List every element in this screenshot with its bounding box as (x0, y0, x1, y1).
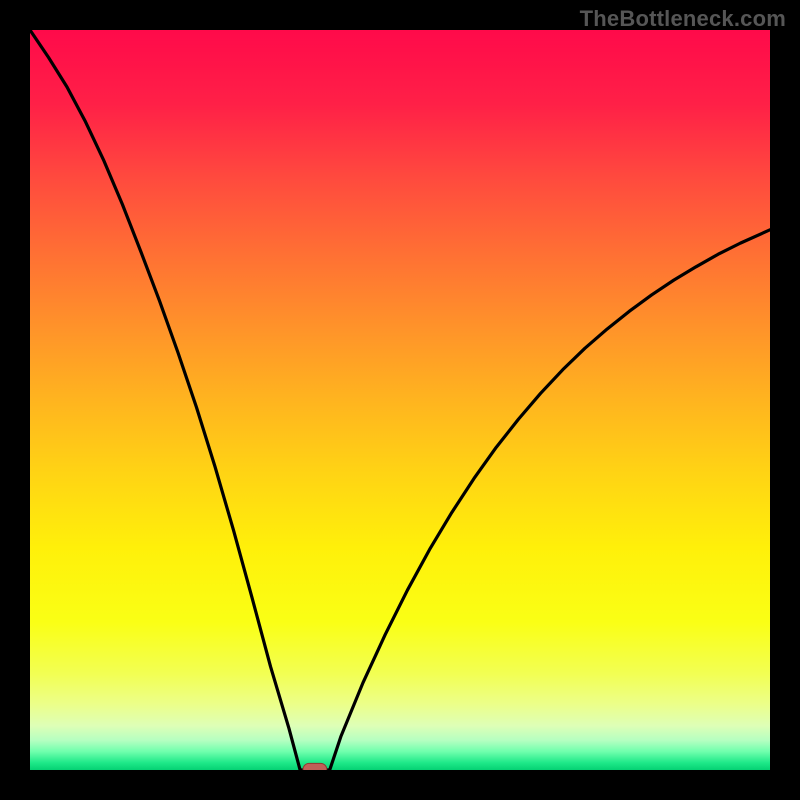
gradient-background (30, 30, 770, 770)
chart-svg (30, 30, 770, 770)
chart-root: TheBottleneck.com (0, 0, 800, 800)
plot-area (30, 30, 770, 770)
watermark-text: TheBottleneck.com (580, 6, 786, 32)
optimal-marker (303, 763, 327, 770)
